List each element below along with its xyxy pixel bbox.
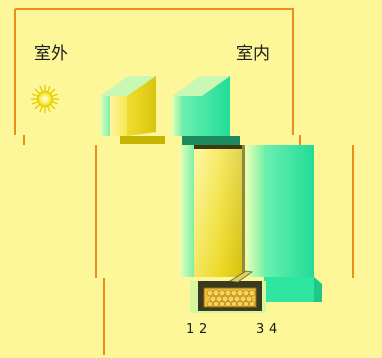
number-1: 1 xyxy=(186,322,194,337)
number-4: 4 xyxy=(269,322,277,337)
insulated-glass-unit xyxy=(180,145,322,302)
outdoor-label: 室外 xyxy=(34,44,68,64)
glass-pane-small-inner xyxy=(172,76,240,145)
number-2: 2 xyxy=(199,322,207,337)
sun-icon xyxy=(31,85,59,113)
frame-top-line xyxy=(15,8,294,135)
spacer-bar xyxy=(190,270,266,313)
desiccant-beads xyxy=(206,289,256,307)
number-3: 3 xyxy=(256,322,264,337)
indoor-label: 室内 xyxy=(236,44,270,64)
glass-pane-small-outer xyxy=(100,76,165,144)
frame-lines xyxy=(14,8,354,355)
